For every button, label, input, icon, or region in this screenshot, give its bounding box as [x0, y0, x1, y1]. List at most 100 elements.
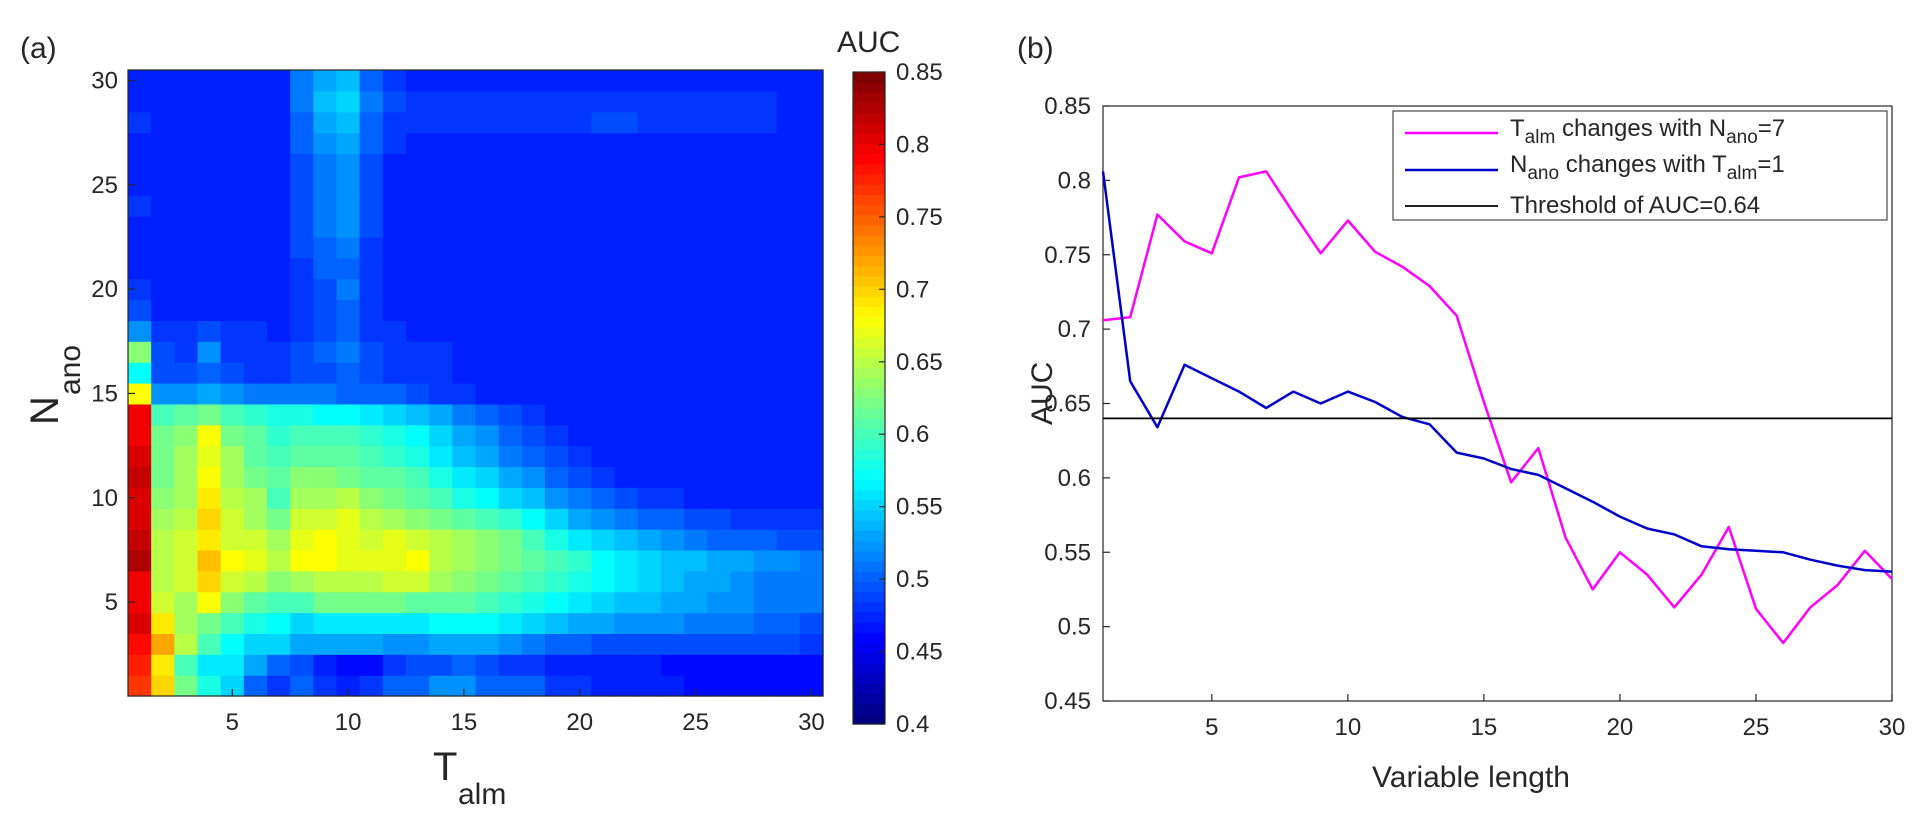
heatmap-cell: [545, 341, 569, 363]
heatmap-cell: [498, 174, 523, 196]
heatmap-cell: [243, 320, 268, 342]
heatmap-cell: [220, 132, 245, 155]
heatmap-cell: [359, 174, 384, 196]
colorbar-tick-label: 0.7: [896, 276, 929, 303]
heatmap-cell: [684, 299, 708, 321]
heatmap-cell: [197, 383, 222, 405]
heatmap-cell: [637, 132, 662, 155]
heatmap-cell: [243, 195, 268, 217]
heatmap-cell: [174, 654, 199, 676]
heatmap-cell: [220, 174, 245, 196]
heatmap-cell: [429, 70, 453, 92]
heatmap-cell: [498, 153, 523, 175]
heatmap-cell: [637, 612, 662, 634]
heatmap-cell: [429, 90, 453, 113]
heatmap-cell: [452, 216, 477, 238]
heatmap-cell: [637, 549, 662, 572]
heatmap-cell: [359, 591, 384, 614]
heatmap-cell: [382, 195, 407, 217]
heatmap-cell: [128, 591, 152, 614]
heatmap-cell: [753, 570, 778, 593]
colorbar-step: [853, 285, 885, 297]
heatmap-cell: [776, 508, 801, 530]
line-y-tick-label: 0.55: [1044, 539, 1091, 566]
heatmap-cell: [382, 466, 407, 488]
colorbar-step: [853, 428, 885, 440]
heatmap-cell: [498, 70, 523, 92]
heatmap-cell: [267, 508, 291, 530]
heatmap-cell: [799, 675, 824, 697]
heatmap-cell: [799, 362, 824, 384]
heatmap-cell: [776, 70, 801, 92]
heatmap-cell: [290, 508, 314, 530]
heatmap-cell: [151, 633, 175, 655]
heatmap-cell: [591, 320, 616, 342]
heatmap-cell: [475, 236, 500, 259]
heatmap-cell: [684, 654, 708, 676]
heatmap-cell: [730, 90, 755, 113]
heatmap-cell: [637, 174, 662, 196]
heatmap-cell: [313, 320, 338, 342]
heatmap-cell: [406, 90, 430, 113]
heatmap-cell: [243, 174, 268, 196]
heatmap-cell: [799, 195, 824, 217]
heatmap-cell: [406, 216, 430, 238]
heatmap-cell: [521, 153, 546, 175]
heatmap-cell: [637, 70, 662, 92]
heatmap-cell: [707, 487, 731, 509]
heatmap-cell: [799, 216, 824, 238]
heatmap-cell: [475, 257, 500, 280]
heatmap-cell: [290, 132, 314, 155]
heatmap-cell: [660, 383, 685, 405]
heatmap-cell: [220, 341, 245, 363]
heatmap: [128, 70, 824, 697]
heatmap-cell: [406, 675, 430, 697]
legend-threshold-p0: Threshold of AUC=0.64: [1510, 192, 1760, 219]
heatmap-cell: [243, 362, 268, 384]
heatmap-cell: [359, 654, 384, 676]
heatmap-cell: [776, 445, 801, 468]
heatmap-cell: [591, 424, 616, 447]
heatmap-cell: [382, 257, 407, 280]
heatmap-cell: [151, 320, 175, 342]
heatmap-cell: [730, 341, 755, 363]
heatmap-cell: [243, 90, 268, 113]
heatmap-cell: [614, 591, 639, 614]
heatmap-cell: [498, 299, 523, 321]
heatmap-cell: [128, 299, 152, 321]
heatmap-cell: [243, 216, 268, 238]
heatmap-cell: [521, 675, 546, 697]
heatmap-cell: [498, 216, 523, 238]
heatmap-cell: [637, 341, 662, 363]
heatmap-cell: [359, 362, 384, 384]
heatmap-cell: [313, 654, 338, 676]
heatmap-cell: [684, 383, 708, 405]
heatmap-cell: [684, 153, 708, 175]
heatmap-cell: [267, 90, 291, 113]
heatmap-cell: [336, 612, 361, 634]
legend-blue-p0: N: [1510, 151, 1527, 178]
heatmap-cell: [220, 236, 245, 259]
heatmap-cell: [406, 341, 430, 363]
heatmap-cell: [290, 216, 314, 238]
heatmap-cell: [799, 383, 824, 405]
heatmap-cell: [591, 132, 616, 155]
heatmap-cell: [776, 654, 801, 676]
heatmap-cell: [128, 508, 152, 530]
heatmap-cell: [684, 612, 708, 634]
heatmap-cell: [660, 278, 685, 301]
heatmap-cell: [707, 403, 731, 426]
heatmap-cell: [406, 487, 430, 509]
heatmap-cell: [452, 383, 477, 405]
heatmap-cell: [336, 487, 361, 509]
heatmap-cell: [545, 257, 569, 280]
heatmap-cell: [406, 633, 430, 655]
heatmap-cell: [128, 570, 152, 593]
heatmap-cell: [521, 216, 546, 238]
heatmap-cell: [799, 153, 824, 175]
colorbar-step: [853, 540, 885, 552]
heatmap-cell: [197, 341, 222, 363]
heatmap-cell: [545, 675, 569, 697]
heatmap-cell: [660, 508, 685, 530]
heatmap-cell: [521, 132, 546, 155]
